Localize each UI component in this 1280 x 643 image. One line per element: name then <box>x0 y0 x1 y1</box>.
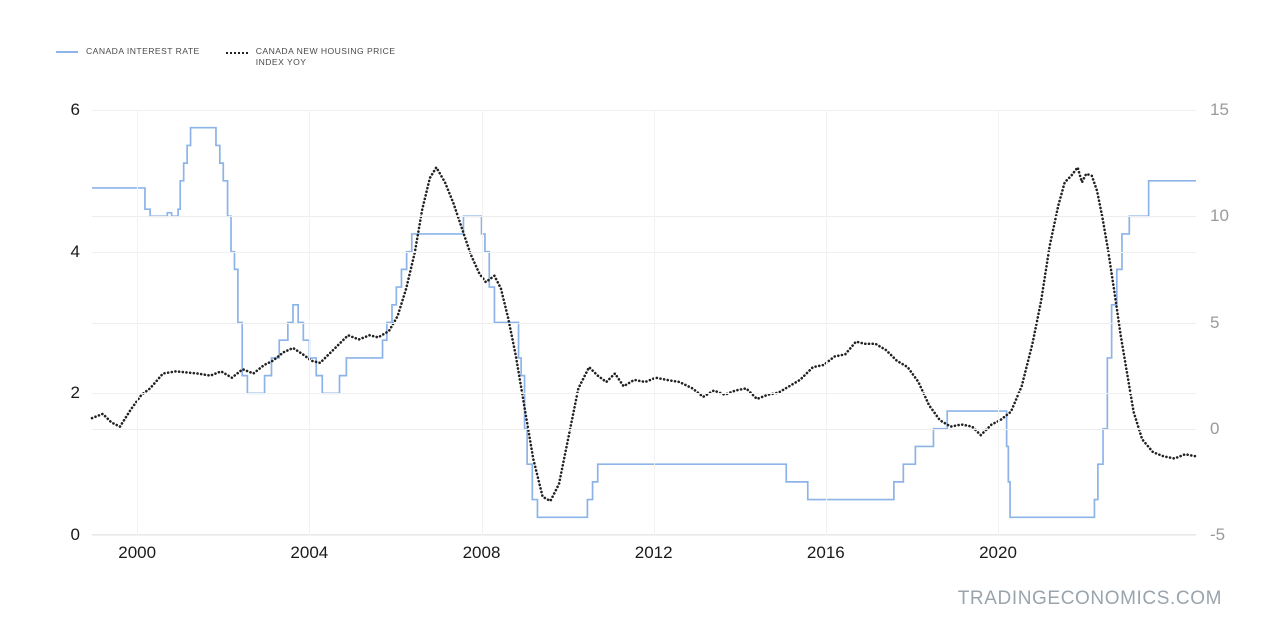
gridline-horizontal <box>92 322 1196 324</box>
x-axis-line <box>92 534 1196 535</box>
y-axis-right-tick-label: -5 <box>1210 525 1226 544</box>
gridline-horizontal <box>92 110 1196 111</box>
y-axis-left-tick-label: 0 <box>70 525 80 544</box>
y-axis-right-tick-label: 5 <box>1210 312 1220 332</box>
legend-label: CANADA INTEREST RATE <box>86 46 200 56</box>
series-line-0 <box>92 126 1196 519</box>
gridline-horizontal <box>92 535 1196 536</box>
gridline-vertical <box>309 110 311 535</box>
gridline-horizontal <box>92 216 1196 218</box>
legend-item-0[interactable]: CANADA INTEREST RATE <box>56 46 200 58</box>
y-axis-left-tick-label: 6 <box>70 100 80 119</box>
chart-legend: CANADA INTEREST RATE CANADA NEW HOUSING P… <box>56 46 421 68</box>
x-axis-tick-label: 2020 <box>979 543 1017 562</box>
gridline-vertical <box>481 110 483 535</box>
legend-line-solid <box>56 46 78 58</box>
y-axis-right-tick-label: 0 <box>1210 418 1220 438</box>
series-canvas <box>90 126 1198 519</box>
x-axis-tick-label: 2016 <box>806 543 845 562</box>
legend-line-dotted <box>225 46 248 58</box>
plot-area: 2000 2004 2008 2012 2016 2020 0 2 4 6 -5 0 5 10 15 <box>71 100 1229 562</box>
series-line-1 <box>90 164 1198 503</box>
gridline-horizontal <box>92 428 1196 430</box>
gridline-vertical <box>653 110 655 535</box>
gridline-horizontal <box>92 251 1196 253</box>
x-axis-tick-label: 2000 <box>118 543 157 562</box>
legend-label: CANADA NEW HOUSING PRICE INDEX YOY <box>255 46 396 67</box>
gridline-vertical <box>825 110 827 535</box>
gridline-horizontal <box>92 393 1196 395</box>
y-axis-left-tick-label: 4 <box>70 241 80 261</box>
gridline-vertical <box>998 110 999 535</box>
y-axis-left-tick-label: 2 <box>70 383 80 403</box>
x-axis-tick-label: 2012 <box>634 543 673 562</box>
y-axis-right-tick-label: 10 <box>1210 206 1229 226</box>
gridline-vertical <box>137 110 139 535</box>
legend-item-1[interactable]: CANADA NEW HOUSING PRICE INDEX YOY <box>225 46 396 68</box>
watermark: TRADINGECONOMICS.COM <box>957 588 1222 609</box>
y-axis-right-tick-label: 15 <box>1210 100 1229 119</box>
x-axis-tick-label: 2008 <box>462 543 501 562</box>
x-axis-tick-label: 2004 <box>290 543 329 562</box>
